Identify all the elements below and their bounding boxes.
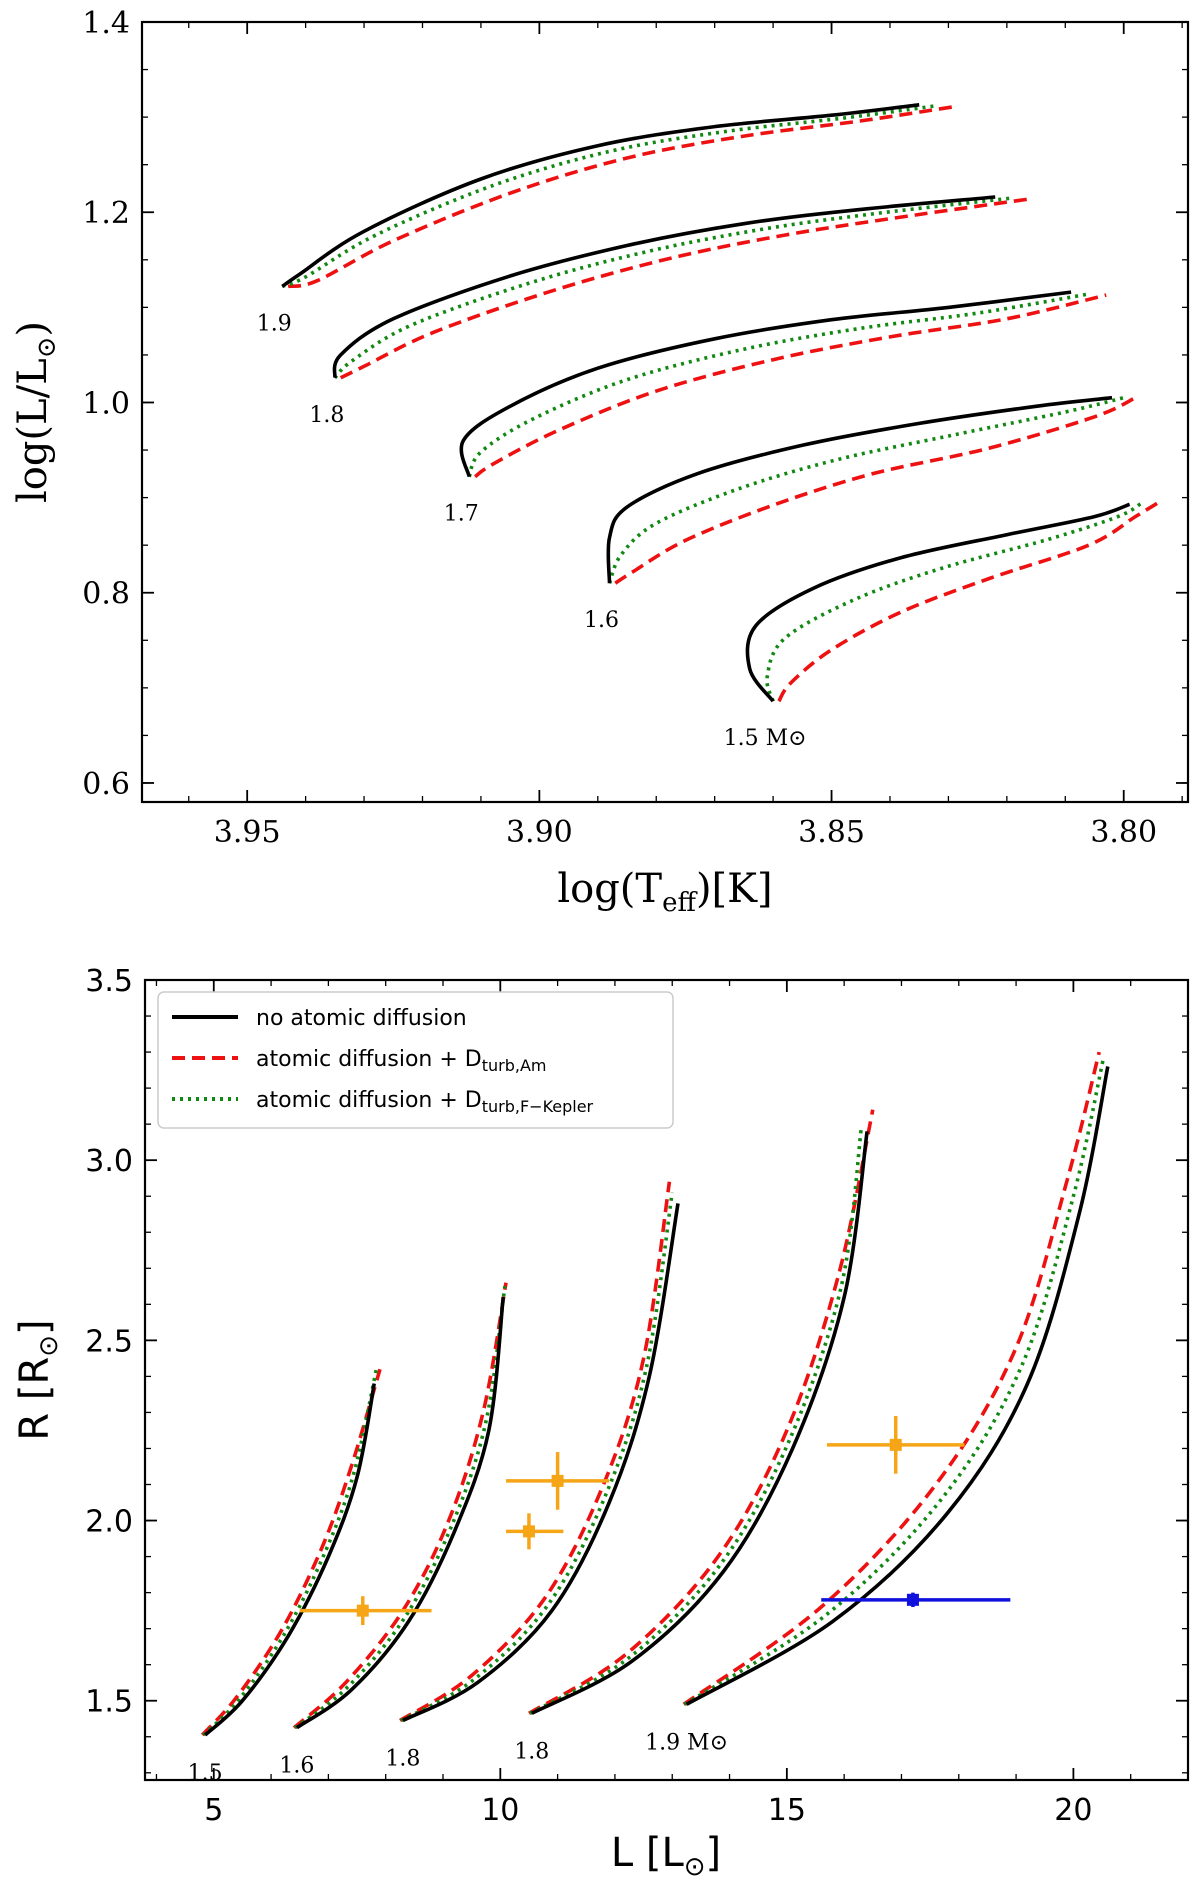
x-tick-label: 3.85 (798, 815, 865, 850)
track-1.5-no-atomic-diffusion (745, 502, 1131, 703)
track-1.6-atomic-diffusion-f-kepler (293, 1286, 507, 1730)
track-1.8-no-atomic-diffusion (332, 195, 996, 379)
track-1.8-atomic-diffusion-am (399, 1181, 672, 1723)
track-1.6-atomic-diffusion-am (614, 396, 1137, 585)
track-1.9-atomic-diffusion-am (682, 1051, 1101, 1706)
track-1.8-atomic-diffusion-f-kepler (400, 1192, 674, 1723)
hr-plot-frame (140, 20, 1190, 804)
y-tick-label: 2.5 (85, 1324, 133, 1359)
y-tick-label: 3.5 (85, 964, 133, 999)
track-1.7-atomic-diffusion-am (473, 293, 1107, 479)
rl-ticks: 5 10 15 20 1.5 2.0 2.5 3.0 3.5 (85, 964, 1189, 1828)
hr-x-axis-title: log(Teff)[K] (557, 866, 772, 918)
curve-label: 1.5 M⊙ (724, 726, 807, 751)
curve-label: 1.6 (584, 608, 619, 633)
rl-observations (299, 1416, 1011, 1626)
track-1.9-atomic-diffusion-f-kepler (281, 103, 937, 289)
track-1.8-atomic-diffusion-am (528, 1109, 875, 1715)
track-1.5-atomic-diffusion-f-kepler (765, 501, 1143, 702)
curve-label: 1.6 (279, 1754, 314, 1779)
y-tick-label: 0.6 (82, 767, 130, 802)
observation-marker (551, 1474, 564, 1487)
track-1.9-no-atomic-diffusion (281, 103, 920, 288)
y-tick-label: 1.2 (82, 196, 130, 231)
hr-y-axis-title: log(L/L⊙) (10, 321, 62, 503)
track-1.6-no-atomic-diffusion (295, 1296, 505, 1730)
track-1.5-atomic-diffusion-am (777, 500, 1160, 703)
observation-point (506, 1452, 610, 1510)
observation-marker (906, 1593, 919, 1606)
rl-curve-labels: 1.5 1.6 1.8 1.8 1.9 M⊙ (188, 1730, 728, 1786)
rl-x-axis-title: L [L⊙] (611, 1830, 721, 1881)
track-1.5-atomic-diffusion-f-kepler (202, 1365, 379, 1737)
observation-marker (889, 1438, 902, 1451)
track-1.8-atomic-diffusion-am (339, 197, 1031, 380)
curve-label: 1.5 (188, 1761, 223, 1786)
track-1.9-no-atomic-diffusion (685, 1066, 1110, 1706)
hr-curves (281, 103, 1160, 703)
track-1.9-atomic-diffusion-f-kepler (683, 1058, 1105, 1706)
y-tick-label: 0.8 (82, 577, 130, 612)
track-1.6-no-atomic-diffusion (606, 395, 1113, 584)
track-1.9-atomic-diffusion-am (287, 104, 955, 289)
observation-point (821, 1592, 1011, 1608)
y-tick-label: 2.0 (85, 1505, 133, 1540)
track-1.8-no-atomic-diffusion (402, 1203, 680, 1723)
x-tick-label: 20 (1054, 1793, 1092, 1828)
radius-luminosity-panel: 5 10 15 20 1.5 2.0 2.5 3.0 3.5 1.5 1.6 1.8 1.8 1.9 M… (12, 964, 1190, 1881)
observation-marker (522, 1525, 535, 1538)
track-1.7-atomic-diffusion-f-kepler (467, 292, 1090, 478)
curve-label: 1.8 (385, 1747, 420, 1772)
track-1.8-no-atomic-diffusion (530, 1131, 869, 1715)
track-1.7-no-atomic-diffusion (459, 290, 1072, 478)
legend-label-am: atomic diffusion + Dturb,Am (256, 1047, 546, 1075)
observation-marker (356, 1604, 369, 1617)
curve-label: 1.8 (309, 403, 344, 428)
x-tick-label: 15 (768, 1793, 806, 1828)
track-1.6-atomic-diffusion-f-kepler (607, 395, 1125, 584)
y-tick-label: 1.5 (85, 1685, 133, 1720)
legend-label-no-diffusion: no atomic diffusion (256, 1006, 467, 1031)
track-1.8-atomic-diffusion-f-kepler (529, 1127, 864, 1715)
rl-plot-frame (143, 978, 1190, 1782)
observation-point (826, 1416, 965, 1474)
rl-y-axis-title: R [R⊙] (12, 1319, 64, 1440)
curve-label: 1.7 (444, 502, 479, 527)
x-tick-label: 3.95 (214, 815, 281, 850)
x-tick-label: 10 (481, 1793, 519, 1828)
x-tick-label: 3.80 (1090, 815, 1157, 850)
observation-point (299, 1596, 432, 1626)
y-tick-label: 3.0 (85, 1144, 133, 1179)
x-tick-label: 3.90 (506, 815, 573, 850)
observation-point (506, 1513, 564, 1550)
track-1.6-atomic-diffusion-am (292, 1282, 508, 1730)
legend-label-kepler: atomic diffusion + Dturb,F−Kepler (256, 1088, 594, 1116)
y-tick-label: 1.4 (82, 6, 130, 41)
legend: no atomic diffusion atomic diffusion + D… (157, 991, 674, 1129)
curve-label: 1.9 M⊙ (645, 1730, 728, 1755)
legend-box (157, 991, 674, 1129)
y-tick-label: 1.0 (82, 386, 130, 421)
curve-label: 1.8 (514, 1739, 549, 1764)
hr-diagram-panel: 3.95 3.90 3.85 3.800.60.81.01.21.4 1.91.81.… (10, 6, 1190, 918)
hr-curve-labels: 1.9 1.8 1.7 1.6 1.5 M⊙ (257, 311, 807, 751)
curve-label: 1.9 (257, 311, 292, 336)
x-tick-label: 5 (204, 1793, 223, 1828)
track-1.5-atomic-diffusion-am (200, 1368, 382, 1737)
track-1.5-no-atomic-diffusion (203, 1383, 376, 1737)
hr-ticks: 3.95 3.90 3.85 3.80 0.6 0.8 1.0 1.2 1.4 (82, 6, 1188, 850)
track-1.8-atomic-diffusion-f-kepler (333, 196, 1013, 380)
rl-curves (200, 1051, 1110, 1737)
